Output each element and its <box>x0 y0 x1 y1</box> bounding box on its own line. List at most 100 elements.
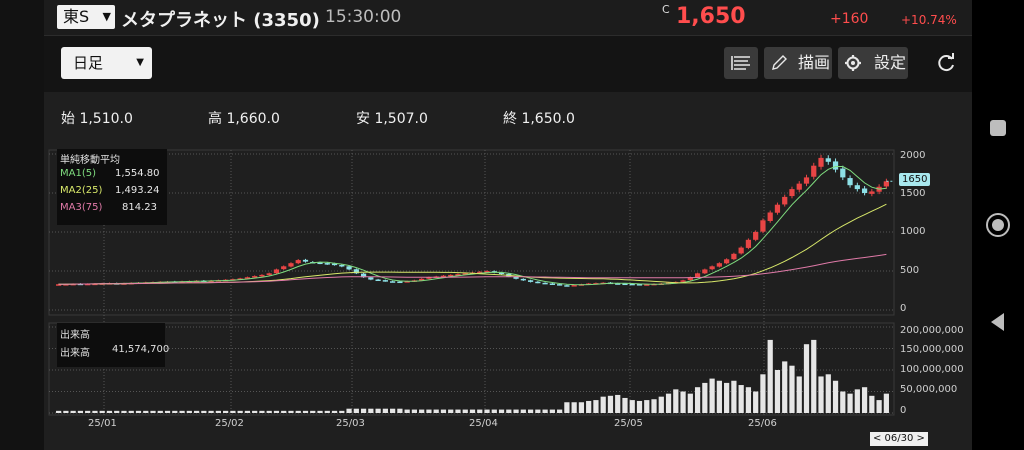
candle-body <box>825 158 831 162</box>
volume-bar <box>164 410 171 413</box>
quote-header: 東S ▼ メタプラネット (3350) 15:30:00 C 1,650 +16… <box>44 0 972 36</box>
volume-bar <box>767 339 773 413</box>
candle-body <box>840 168 846 178</box>
recent-apps-button[interactable] <box>972 118 1024 142</box>
volume-bar <box>753 391 759 413</box>
candle-body <box>375 279 381 282</box>
volume-bar <box>353 408 359 413</box>
volume-bar <box>455 409 461 413</box>
volume-bar <box>578 402 585 413</box>
volume-bar <box>535 409 541 413</box>
volume-bar <box>658 396 664 413</box>
stock-name: メタプラネット (3350) <box>121 10 320 31</box>
volume-bar <box>331 410 338 413</box>
volume-bar <box>789 365 795 413</box>
volume-bar <box>832 380 839 413</box>
candle-body <box>629 283 635 286</box>
volume-bar <box>411 409 418 413</box>
volume-bar <box>135 410 142 413</box>
candle-body <box>702 269 708 274</box>
candle-body <box>520 278 526 281</box>
price-chart[interactable] <box>44 0 972 450</box>
ohlc-close: 終 1,650.0 <box>503 111 575 127</box>
candle-body <box>317 262 323 265</box>
volume-bar <box>114 410 120 413</box>
candle-body <box>244 277 251 279</box>
candle-body <box>353 269 359 274</box>
volume-bar <box>390 408 396 413</box>
volume-bar <box>883 393 889 413</box>
candle-body <box>85 283 91 286</box>
square-icon <box>990 120 1006 136</box>
volume-bar <box>869 395 875 413</box>
candle-body <box>360 273 367 278</box>
candle-body <box>803 177 810 184</box>
volume-bar <box>557 409 563 413</box>
candle-body <box>869 191 875 194</box>
volume-bar <box>673 389 679 413</box>
candle-body <box>462 273 468 275</box>
volume-tick-label: 100,000,000 <box>900 364 964 375</box>
volume-bar <box>56 410 62 413</box>
volume-bar <box>724 382 730 413</box>
volume-tick-label: 50,000,000 <box>900 384 958 395</box>
ma-legend-item: MA3(75) 814.23 <box>60 202 157 213</box>
volume-bar <box>491 409 497 413</box>
candle-body <box>687 277 693 281</box>
candle-body <box>70 283 76 286</box>
list-icon <box>731 56 750 70</box>
candle-body <box>738 247 744 254</box>
ma-legend-item: MA1(5) 1,554.80 <box>60 168 160 179</box>
volume-bar <box>295 410 301 413</box>
candle-body <box>731 253 737 260</box>
candle-body <box>615 283 621 285</box>
settings-button[interactable]: 設定 <box>838 47 908 79</box>
volume-bar <box>179 410 185 413</box>
candle-body <box>419 278 425 281</box>
volume-bar <box>876 400 882 413</box>
refresh-icon[interactable] <box>934 51 958 75</box>
volume-bar <box>644 400 650 413</box>
market-label: 東S <box>63 7 90 26</box>
volume-bar <box>615 394 621 413</box>
candle-body <box>564 285 570 287</box>
volume-bar <box>680 391 686 413</box>
volume-bar <box>549 409 555 413</box>
price-tick-label: 0 <box>900 303 907 314</box>
candle-body <box>557 284 563 286</box>
period-select[interactable]: 日足 ▼ <box>61 47 152 79</box>
volume-bar <box>360 408 367 413</box>
period-label: 日足 <box>73 54 104 72</box>
candle-body <box>448 274 454 277</box>
market-selector[interactable]: 東S ▼ <box>57 5 115 29</box>
candle-body <box>818 157 824 167</box>
volume-bar <box>208 410 214 413</box>
candle-body <box>404 281 410 283</box>
volume-bar <box>818 376 824 413</box>
candle-body <box>259 274 265 277</box>
volume-tick-label: 150,000,000 <box>900 344 964 355</box>
candle-body <box>346 266 352 270</box>
volume-bar <box>259 410 265 413</box>
home-button[interactable] <box>972 212 1024 242</box>
candle-body <box>455 274 461 276</box>
ma-legend-title: 単純移動平均 <box>60 155 120 166</box>
candle-body <box>774 204 781 213</box>
ohlc-open: 始 1,510.0 <box>61 111 133 127</box>
volume-bar <box>477 409 483 413</box>
candle-body <box>861 188 868 193</box>
volume-bar <box>426 409 432 413</box>
draw-button[interactable]: 描画 <box>764 47 832 79</box>
date-navigator[interactable]: < 06/30 > <box>870 432 928 446</box>
volume-bar <box>172 410 178 413</box>
volume-bar <box>484 409 490 413</box>
back-button[interactable] <box>972 311 1024 337</box>
volume-bar <box>157 410 163 413</box>
candle-body <box>273 269 280 274</box>
candle-body <box>397 281 403 284</box>
volume-pane-frame <box>48 322 895 416</box>
candle-body <box>753 232 759 240</box>
volume-bar <box>593 400 599 413</box>
chart-toolbar: 日足 ▼ 描画 <box>44 36 972 92</box>
indicator-list-button[interactable] <box>724 47 758 79</box>
